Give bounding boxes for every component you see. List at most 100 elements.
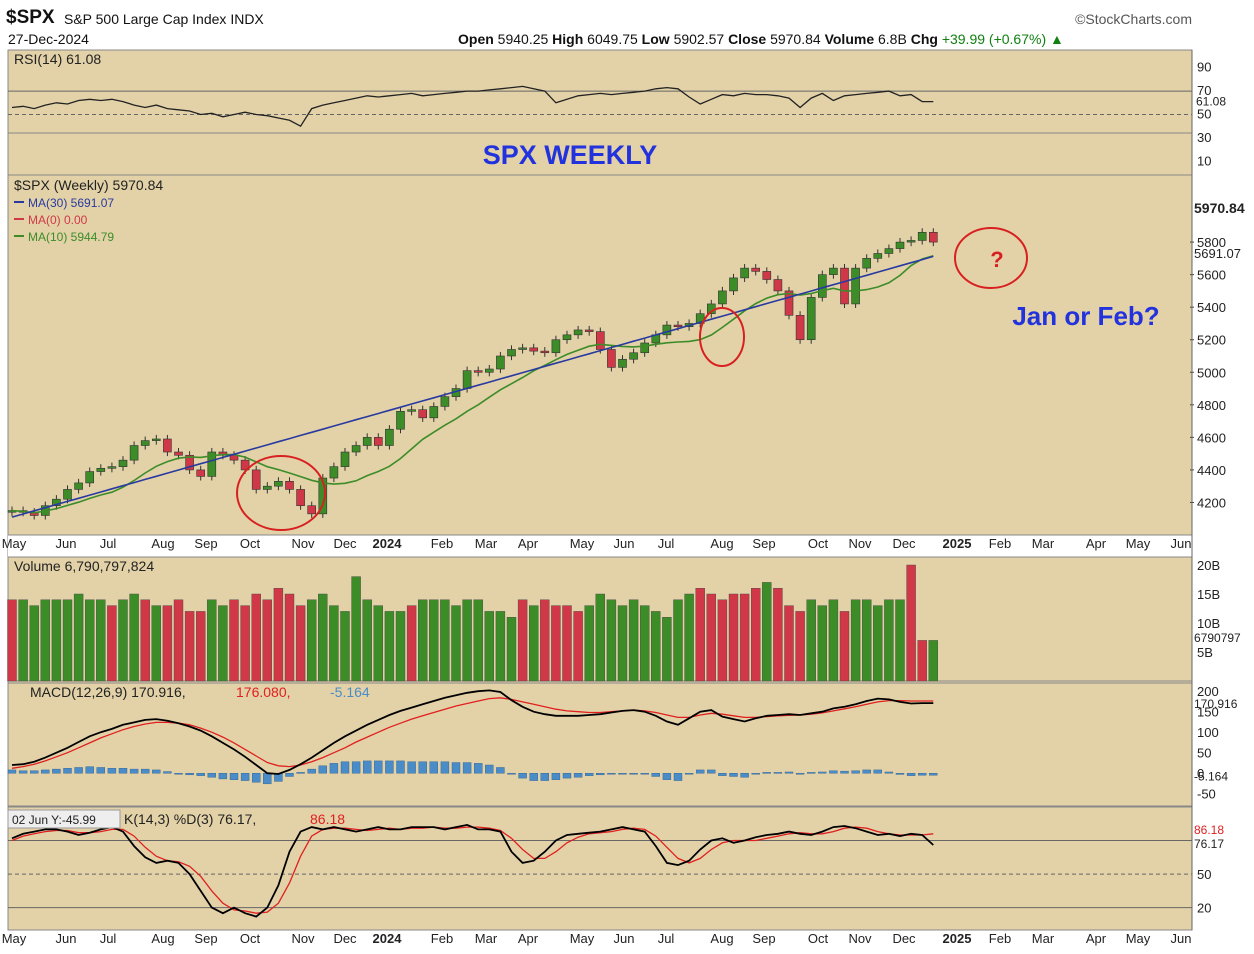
x-tick-label: Aug (151, 536, 174, 551)
volume-bar (673, 599, 683, 682)
stochastic-title: K(14,3) %D(3) 76.17, (124, 811, 256, 827)
macd-tick-label: 200 (1197, 684, 1219, 699)
candle (296, 489, 305, 507)
macd-histogram-bar (74, 767, 83, 774)
volume-bar (318, 593, 328, 682)
x-tick-label: Jun (56, 931, 77, 946)
x-tick-label: Aug (710, 931, 733, 946)
x-tick-label: May (570, 536, 595, 551)
candle (773, 279, 783, 292)
candle (262, 485, 272, 490)
price-panel (7, 174, 1193, 536)
macd-histogram-bar (673, 773, 683, 781)
macd-histogram-bar (363, 760, 372, 774)
x-tick-label: Apr (518, 931, 539, 946)
x-tick-label: Sep (194, 536, 217, 551)
x-tick-label: Mar (475, 536, 498, 551)
ma30-line (11, 255, 934, 518)
macd-tick-label: 100 (1197, 725, 1219, 740)
candle (429, 406, 439, 419)
volume-bar (340, 611, 350, 682)
volume-bar (73, 593, 84, 682)
quote-line: Open 5940.25 High 6049.75 Low 5902.57 Cl… (458, 31, 1064, 47)
volume-tick-label: 20B (1197, 558, 1220, 573)
macd-histogram-bar (540, 773, 549, 781)
price-last-close: 5970.84 (1194, 200, 1245, 216)
price-tick-label: 4600 (1197, 430, 1226, 445)
price-tick-label: 4800 (1197, 398, 1226, 413)
volume-bar (828, 599, 839, 682)
candle (240, 459, 250, 471)
x-tick-label: Mar (1032, 536, 1055, 551)
high-value: 6049.75 (587, 31, 638, 47)
macd-histogram-bar (607, 773, 616, 775)
macd-panel (7, 682, 1193, 807)
candle (562, 334, 572, 341)
x-tick-label: Aug (710, 536, 733, 551)
volume-bar (784, 605, 794, 682)
macd-histogram-bar (307, 768, 316, 774)
macd-histogram-bar (562, 773, 572, 779)
macd-histogram-bar (707, 769, 716, 774)
macd-histogram-bar (662, 773, 672, 780)
volume-bar (484, 611, 494, 682)
x-tick-label: Dec (892, 536, 916, 551)
x-tick-label: May (1126, 931, 1151, 946)
volume-bar (40, 599, 50, 682)
rsi-last-value: 61.08 (1196, 95, 1226, 109)
macd-histogram-bar (296, 772, 305, 774)
price-tick-label: 5400 (1197, 300, 1226, 315)
volume-bar (7, 599, 17, 682)
volume-bar (917, 640, 927, 682)
candle (817, 274, 827, 298)
macd-histogram-bar (851, 770, 860, 774)
volume-bar (140, 599, 150, 682)
candle (52, 498, 61, 507)
volume-tick-label: 10B (1197, 616, 1220, 631)
macd-histogram-bar (140, 768, 150, 774)
macd-histogram-bar (840, 770, 849, 774)
x-tick-label: Nov (291, 931, 315, 946)
macd-histogram-bar (507, 773, 516, 775)
candle (718, 290, 727, 305)
x-tick-label: Mar (475, 931, 498, 946)
volume-bar (207, 599, 217, 682)
volume-bar (895, 599, 905, 682)
macd-histogram-bar (41, 769, 50, 774)
volume-bar (473, 599, 483, 682)
future-circle (954, 227, 1028, 289)
candle (340, 451, 350, 467)
macd-histogram-bar (918, 773, 927, 776)
macd-histogram-bar (374, 760, 383, 774)
chg-label: Chg (910, 31, 938, 47)
volume-bar (107, 605, 117, 682)
candle (607, 349, 616, 368)
candle (118, 459, 128, 467)
volume-bar (451, 605, 461, 682)
candle (751, 267, 761, 272)
candle (917, 232, 927, 241)
volume-bar (351, 576, 361, 682)
chart-title-annotation: SPX WEEKLY (483, 140, 658, 170)
macd-line (11, 689, 934, 775)
volume-bar (540, 599, 550, 682)
volume-bar (362, 599, 372, 682)
macd-histogram-bar (529, 773, 538, 781)
macd-histogram-bar (251, 773, 261, 783)
macd-tick-label: 0 (1197, 766, 1204, 781)
candle (806, 297, 816, 341)
brand[interactable]: ©StockCharts.com (1075, 11, 1192, 27)
volume-bar (517, 599, 528, 682)
candle (285, 480, 294, 490)
up-arrow-icon: ▲ (1050, 31, 1064, 47)
candle (418, 409, 428, 419)
candle (862, 258, 872, 269)
legend-ma30: MA(30) 5691.07 (28, 196, 114, 210)
macd-histogram-bar (429, 761, 438, 774)
x-tick-label: Feb (989, 931, 1011, 946)
question-mark: ? (990, 247, 1003, 272)
macd-histogram-bar (351, 761, 361, 774)
rsi-title: RSI(14) 61.08 (14, 51, 101, 67)
macd-title: MACD(12,26,9) 170.916, (30, 684, 186, 700)
